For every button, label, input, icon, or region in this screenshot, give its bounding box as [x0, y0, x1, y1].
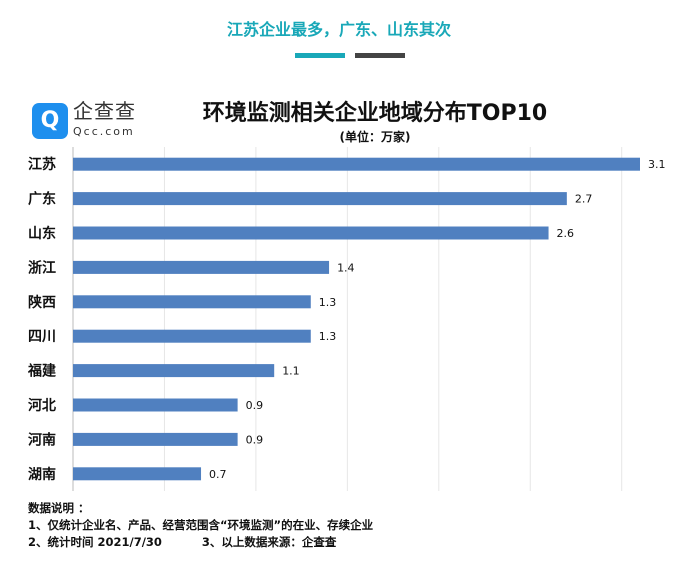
data-label: 0.9	[246, 399, 264, 412]
notes-heading: 数据说明 ：	[28, 501, 90, 515]
category-label: 浙江	[28, 259, 56, 276]
dark-divider	[355, 53, 405, 58]
data-label: 0.9	[246, 433, 264, 446]
bar	[73, 260, 330, 274]
logo-text: 企查查	[73, 99, 136, 123]
bar	[73, 295, 311, 309]
bar	[73, 432, 238, 446]
data-label: 1.3	[319, 296, 337, 309]
bar	[73, 192, 567, 206]
category-label: 山东	[28, 225, 56, 242]
category-label: 江苏	[28, 156, 56, 173]
data-label: 1.3	[319, 330, 337, 343]
notes-line-2: 2、统计时间 2021/7/30 3、以上数据来源：企查查	[28, 534, 373, 551]
logo-domain: Qcc.com	[73, 125, 135, 138]
data-label: 1.4	[337, 261, 355, 274]
bar	[73, 467, 202, 481]
category-label: 河北	[28, 397, 56, 414]
data-label: 0.7	[209, 468, 227, 481]
notes-source: 3、以上数据来源：企查查	[201, 535, 337, 549]
notes-line-1: 1、仅统计企业名、产品、经营范围含“环境监测”的在业、存续企业	[28, 518, 374, 532]
bar	[73, 157, 640, 171]
bar-chart: 江苏 3.1 广东 2.7 山东 2.6 浙江 1.4 陕西 1.3 四川 1.3 福建 1.1 河北 0.9…	[27, 147, 666, 491]
data-label: 2.7	[575, 193, 593, 206]
chart-subtitle: (单位：万家)	[339, 130, 411, 144]
data-label: 1.1	[282, 365, 300, 378]
data-label: 3.1	[648, 158, 666, 171]
bar	[73, 364, 275, 378]
bar	[73, 398, 238, 412]
accent-divider	[295, 53, 345, 58]
category-label: 河南	[28, 431, 56, 448]
category-label: 广东	[28, 191, 56, 208]
notes: 数据说明 ： 1、仅统计企业名、产品、经营范围含“环境监测”的在业、存续企业 2…	[28, 500, 373, 551]
bar	[73, 329, 311, 343]
chart-title: 环境监测相关企业地域分布TOP10	[202, 101, 548, 126]
data-label: 2.6	[557, 227, 575, 240]
category-label: 陕西	[28, 294, 56, 311]
category-label: 湖南	[28, 466, 56, 483]
category-label: 四川	[28, 329, 56, 345]
qcc-logo-icon: Q	[32, 103, 68, 139]
notes-date: 2、统计时间 2021/7/30	[28, 535, 162, 549]
category-label: 福建	[27, 363, 56, 380]
headline: 江苏企业最多，广东、山东其次	[226, 20, 451, 39]
bar	[73, 226, 549, 240]
